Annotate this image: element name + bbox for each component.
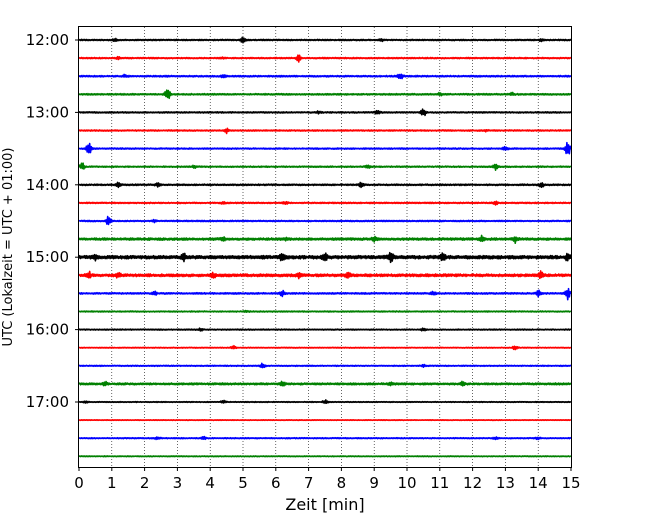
seismic-trace-1215: [78, 54, 572, 63]
seismic-trace-1745: [78, 455, 572, 458]
seismic-trace-1200: [78, 36, 572, 44]
x-tick-label: 14: [529, 474, 548, 492]
x-tick-label: 13: [496, 474, 515, 492]
seismic-trace-1500: [78, 251, 572, 264]
x-tick-label: 0: [74, 474, 84, 492]
y-tick-label: 16:00: [26, 321, 69, 339]
y-tick-label: 13:00: [26, 103, 69, 121]
x-tick-label: 3: [173, 474, 183, 492]
seismic-trace-1530: [78, 287, 572, 301]
y-tick-label: 15:00: [26, 248, 69, 266]
grid-lines: [111, 27, 539, 467]
seismic-trace-1445: [78, 234, 572, 245]
x-tick-label: 5: [238, 474, 248, 492]
seismic-trace-1730: [78, 435, 572, 441]
seismic-trace-1330: [78, 141, 572, 155]
plot-frame: [78, 26, 572, 468]
x-axis: 0 1 2 3 4 5 6 7 8 9 10 11 12 13 14 15: [74, 467, 581, 492]
seismic-trace-1545: [78, 309, 572, 313]
seismic-trace-1245: [78, 89, 572, 100]
seismic-trace-1630: [78, 362, 572, 369]
seismic-trace-1700: [78, 399, 572, 405]
trace-group: [78, 36, 572, 458]
x-tick-label: 12: [463, 474, 482, 492]
y-tick-label: 12:00: [26, 31, 69, 49]
seismic-trace-1400: [78, 181, 572, 189]
x-tick-label: 8: [337, 474, 347, 492]
x-tick-label: 10: [397, 474, 416, 492]
seismic-trace-1600: [78, 327, 572, 332]
y-axis-label: UTC (Lokalzeit = UTC + 01:00): [1, 148, 16, 347]
seismic-trace-1430: [78, 215, 572, 226]
x-tick-label: 2: [140, 474, 150, 492]
x-tick-label: 7: [304, 474, 314, 492]
y-tick-label: 17:00: [26, 393, 69, 411]
x-tick-label: 6: [271, 474, 281, 492]
seismic-trace-1300: [78, 108, 572, 117]
x-tick-label: 9: [369, 474, 379, 492]
x-tick-label: 15: [561, 474, 580, 492]
x-tick-label: 11: [430, 474, 449, 492]
seismic-trace-1345: [78, 162, 572, 171]
seismic-trace-1715: [78, 419, 572, 422]
seismic-trace-1415: [78, 200, 572, 206]
x-tick-label: 4: [205, 474, 215, 492]
seismic-trace-1645: [78, 380, 572, 387]
x-axis-label: Zeit [min]: [285, 495, 364, 514]
seismic-trace-1515: [78, 270, 572, 280]
seismic-trace-1615: [78, 344, 572, 351]
y-tick-label: 14:00: [26, 176, 69, 194]
seismic-trace-1315: [78, 127, 572, 135]
y-axis: 12:00 13:00 14:00 15:00 16:00 17:00: [26, 31, 79, 411]
x-tick-label: 1: [107, 474, 117, 492]
seismic-trace-1230: [78, 73, 572, 80]
